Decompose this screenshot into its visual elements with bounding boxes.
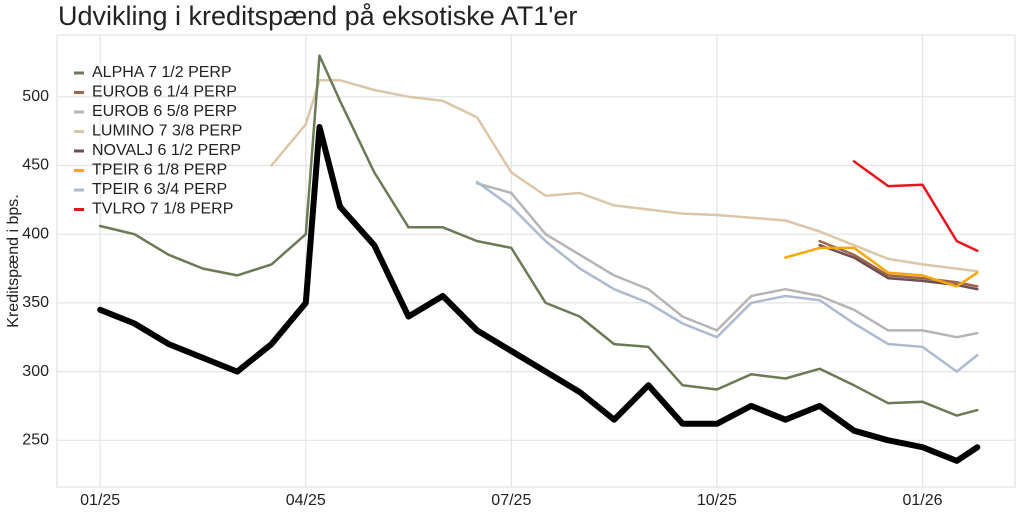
legend-label: EUROB 6 5/8 PERP xyxy=(92,103,237,120)
x-tick-label: 07/25 xyxy=(491,492,531,509)
legend-label: NOVALJ 6 1/2 PERP xyxy=(92,142,241,159)
x-tick-label: 01/26 xyxy=(902,492,942,509)
y-tick-label: 350 xyxy=(22,294,49,311)
series-line xyxy=(98,54,979,417)
y-tick-label: 300 xyxy=(22,363,49,380)
series-line xyxy=(818,243,979,291)
plot-area xyxy=(56,34,1016,488)
series-line xyxy=(475,180,979,373)
chart-title: Udvikling i kreditspænd på eksotiske AT1… xyxy=(58,1,577,31)
series-line xyxy=(784,246,979,288)
series-line xyxy=(475,182,979,339)
series-line xyxy=(97,124,981,464)
legend-label: ALPHA 7 1/2 PERP xyxy=(92,64,232,81)
y-axis-label: Kreditspænd i bps. xyxy=(5,194,22,327)
legend-label: TPEIR 6 1/8 PERP xyxy=(92,162,227,179)
y-tick-label: 500 xyxy=(22,88,49,105)
x-tick-label: 10/25 xyxy=(697,492,737,509)
y-tick-label: 400 xyxy=(22,225,49,242)
legend-label: LUMINO 7 3/8 PERP xyxy=(92,123,242,140)
x-tick-label: 01/25 xyxy=(80,492,120,509)
legend-label: TVLRO 7 1/8 PERP xyxy=(92,201,233,218)
legend-label: TPEIR 6 3/4 PERP xyxy=(92,181,227,198)
y-tick-label: 250 xyxy=(22,432,49,449)
legend-label: EUROB 6 1/4 PERP xyxy=(92,84,237,101)
series-line xyxy=(852,160,979,252)
series-line xyxy=(270,79,979,273)
y-tick-label: 450 xyxy=(22,157,49,174)
x-tick-label: 04/25 xyxy=(286,492,326,509)
